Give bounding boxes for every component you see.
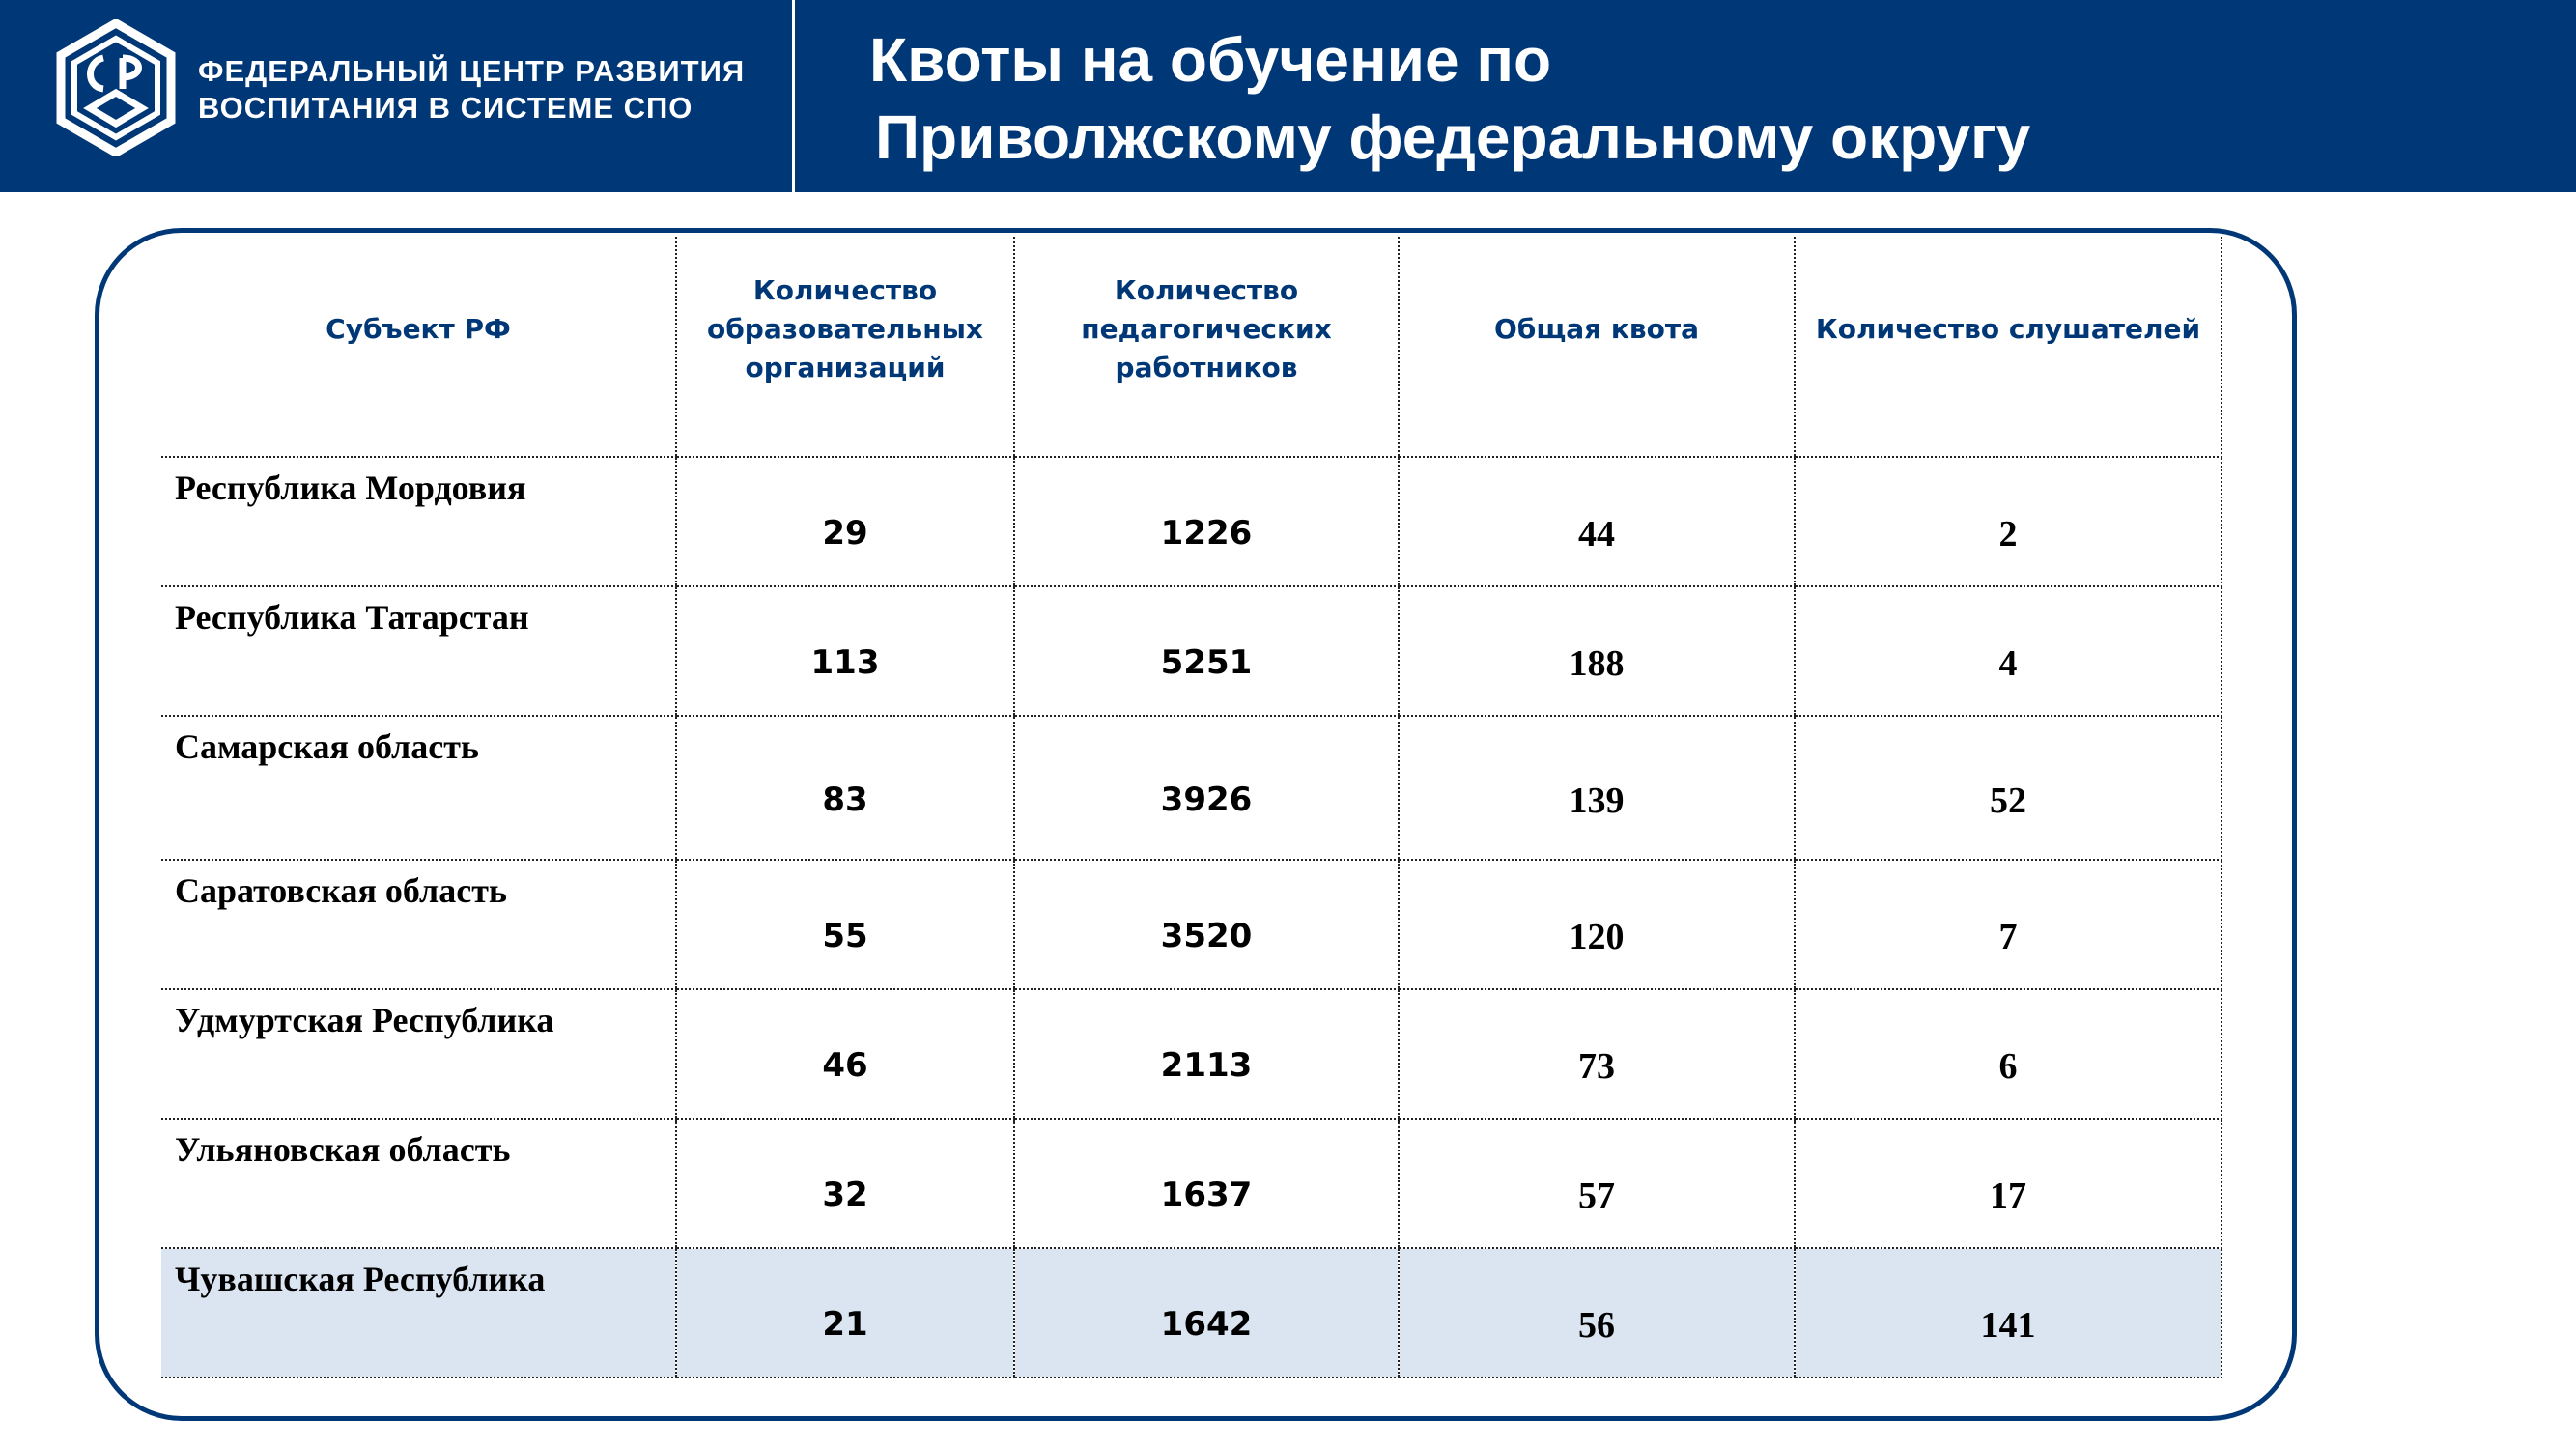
cell-listeners: 17 <box>1794 1119 2222 1249</box>
org-name-line1: ФЕДЕРАЛЬНЫЙ ЦЕНТР РАЗВИТИЯ <box>198 54 746 88</box>
organization-name: ФЕДЕРАЛЬНЫЙ ЦЕНТР РАЗВИТИЯ ВОСПИТАНИЯ В … <box>198 53 745 127</box>
cell-quota: 188 <box>1398 586 1795 717</box>
cell-teachers: 3926 <box>1013 716 1399 861</box>
cell-quota: 44 <box>1398 457 1795 587</box>
cell-region: Чувашская Республика <box>161 1248 676 1378</box>
table-row: Республика Мордовия 29 1226 44 2 <box>161 457 2222 587</box>
cell-orgs: 55 <box>675 860 1014 990</box>
cell-quota: 57 <box>1398 1119 1795 1249</box>
cell-teachers: 5251 <box>1013 586 1399 717</box>
cell-listeners: 7 <box>1794 860 2222 990</box>
table-row-highlighted: Чувашская Республика 21 1642 56 141 <box>161 1248 2222 1378</box>
cell-teachers: 3520 <box>1013 860 1399 990</box>
cell-orgs: 29 <box>675 457 1014 587</box>
table-header-row: Субъект РФ Количество образовательных ор… <box>161 237 2222 458</box>
cell-region: Самарская область <box>161 716 676 861</box>
header-bar: ФЕДЕРАЛЬНЫЙ ЦЕНТР РАЗВИТИЯ ВОСПИТАНИЯ В … <box>0 0 2576 192</box>
header-orgs: Количество образовательных организаций <box>675 237 1014 458</box>
table-row: Республика Татарстан 113 5251 188 4 <box>161 586 2222 717</box>
cell-quota: 139 <box>1398 716 1795 861</box>
table-row: Ульяновская область 32 1637 57 17 <box>161 1119 2222 1249</box>
cell-teachers: 2113 <box>1013 989 1399 1120</box>
cell-region: Удмуртская Республика <box>161 989 676 1120</box>
header-subject: Субъект РФ <box>161 237 676 458</box>
cell-teachers: 1642 <box>1013 1248 1399 1378</box>
cell-teachers: 1226 <box>1013 457 1399 587</box>
cell-teachers: 1637 <box>1013 1119 1399 1249</box>
table-row: Удмуртская Республика 46 2113 73 6 <box>161 989 2222 1120</box>
cell-orgs: 21 <box>675 1248 1014 1378</box>
cell-quota: 56 <box>1398 1248 1795 1378</box>
table-frame <box>95 228 2297 1421</box>
logo-icon <box>56 19 176 156</box>
table-row: Саратовская область 55 3520 120 7 <box>161 860 2222 990</box>
org-name-line2: ВОСПИТАНИЯ В СИСТЕМЕ СПО <box>198 91 694 125</box>
slide-title: Квоты на обучение по Приволжскому федера… <box>869 21 2030 176</box>
cell-listeners: 141 <box>1794 1248 2222 1378</box>
header-quota: Общая квота <box>1398 237 1795 458</box>
table-row: Самарская область 83 3926 139 52 <box>161 716 2222 861</box>
cell-orgs: 113 <box>675 586 1014 717</box>
cell-region: Саратовская область <box>161 860 676 990</box>
cell-listeners: 4 <box>1794 586 2222 717</box>
title-line2: Приволжскому федеральному округу <box>875 102 2031 172</box>
cell-listeners: 2 <box>1794 457 2222 587</box>
header-teachers: Количество педагогических работников <box>1013 237 1399 458</box>
cell-orgs: 46 <box>675 989 1014 1120</box>
cell-listeners: 6 <box>1794 989 2222 1120</box>
cell-quota: 73 <box>1398 989 1795 1120</box>
quota-table: Субъект РФ Количество образовательных ор… <box>161 237 2222 1378</box>
cell-region: Республика Татарстан <box>161 586 676 717</box>
header-listeners: Количество слушателей <box>1794 237 2222 458</box>
cell-quota: 120 <box>1398 860 1795 990</box>
cell-region: Республика Мордовия <box>161 457 676 587</box>
cell-orgs: 32 <box>675 1119 1014 1249</box>
title-line1: Квоты на обучение по <box>869 25 1552 95</box>
header-divider <box>792 0 795 192</box>
cell-orgs: 83 <box>675 716 1014 861</box>
cell-listeners: 52 <box>1794 716 2222 861</box>
cell-region: Ульяновская область <box>161 1119 676 1249</box>
